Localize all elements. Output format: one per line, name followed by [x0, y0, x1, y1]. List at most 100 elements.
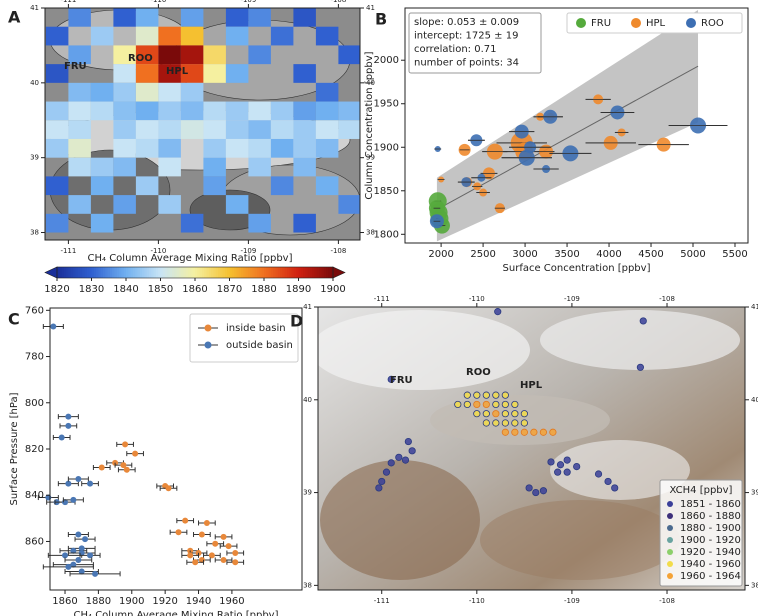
y-tick-label: 41: [30, 4, 39, 12]
colorbar-segment: [305, 267, 309, 278]
x-tick-label: 1940: [186, 596, 211, 607]
site-point: [636, 363, 644, 371]
heatmap-cell: [90, 157, 114, 177]
site-point: [501, 428, 509, 436]
x-tick-label: 5000: [680, 249, 705, 260]
colorbar-segment: [250, 267, 253, 278]
x-tick-label: 4000: [596, 249, 621, 260]
heatmap-cell: [225, 64, 249, 83]
site-point: [482, 410, 490, 418]
point: [198, 531, 205, 538]
point: [65, 422, 72, 429]
points: [375, 308, 647, 497]
colorbar-segment: [63, 267, 67, 278]
site-point: [482, 419, 490, 427]
y-tick-label: 41: [303, 303, 312, 311]
site-point: [511, 410, 519, 418]
heatmap-cell: [45, 26, 69, 46]
colorbar-segment: [162, 267, 166, 278]
heatmap-cell: [135, 64, 159, 83]
heatmap-cell: [45, 101, 69, 121]
heatmap-cell: [113, 195, 136, 214]
y-axis-label: Surface Pressure [hPa]: [9, 392, 20, 505]
heatmap-cell: [113, 82, 136, 102]
colorbar-segment: [261, 267, 265, 278]
point: [75, 476, 82, 483]
y-tick-label: 40: [30, 79, 39, 87]
colorbar-segment: [197, 267, 201, 278]
heatmap-cell: [248, 8, 271, 27]
heatmap-cell: [225, 195, 249, 214]
colorbar-segment: [220, 267, 224, 278]
site-point: [563, 456, 571, 464]
y-tick-label: 39: [30, 154, 39, 162]
point: [123, 466, 130, 473]
colorbar-segment: [84, 267, 88, 278]
colorbar-segment: [259, 267, 263, 278]
heatmap-cell: [293, 138, 316, 158]
x-tick-label: 1860: [52, 596, 77, 607]
colorbar-segment: [188, 267, 191, 278]
colorbar-segment: [300, 267, 304, 278]
colorbar-segment: [75, 267, 79, 278]
colorbar-segment: [151, 267, 155, 278]
site-point: [387, 459, 395, 467]
y-tick-label: 2000: [374, 55, 399, 66]
point: [232, 550, 239, 557]
point: [82, 536, 89, 543]
colorbar-segment: [270, 267, 274, 278]
x-tick-label: -110: [469, 295, 485, 303]
x-tick-label: -110: [469, 597, 485, 605]
legend-marker: [667, 525, 673, 531]
heatmap-cell: [180, 45, 204, 65]
y-tick-label: 40: [303, 396, 312, 404]
heatmap-cell: [113, 64, 136, 83]
point: [192, 559, 199, 566]
heatmap-cell: [158, 26, 181, 46]
colorbar-segment: [158, 267, 161, 278]
heatmap-cell: [315, 101, 339, 121]
point: [212, 540, 219, 547]
heatmap-cell: [90, 82, 114, 102]
heatmap-cell: [68, 82, 91, 102]
plot-frame: [317, 306, 746, 591]
point: [65, 413, 72, 420]
colorbar-segment: [307, 267, 311, 278]
site-point: [382, 468, 391, 476]
site-point: [492, 410, 500, 418]
site-point: [395, 453, 403, 461]
heatmap-cell: [338, 101, 360, 121]
colorbar-segment: [112, 267, 115, 278]
colorbar-segment: [153, 267, 157, 278]
colorbar-segment: [68, 267, 72, 278]
heatmap-cell: [180, 213, 204, 233]
site-point: [611, 484, 619, 492]
heatmap-cell: [338, 120, 360, 139]
heatmap-cell: [203, 157, 226, 177]
site-point: [532, 488, 540, 497]
colorbar-segment: [114, 267, 118, 278]
x-tick-label: -109: [240, 0, 256, 4]
heatmap-cell: [248, 101, 271, 121]
annotation: correlation: 0.71: [414, 44, 496, 55]
y-tick-label: 41: [751, 303, 758, 311]
heatmap-cell: [248, 138, 271, 158]
heatmap-cell: [135, 176, 159, 196]
colorbar-segment: [298, 267, 302, 278]
x-tick-label: 2000: [428, 249, 453, 260]
colorbar-segment: [144, 267, 148, 278]
legend-marker: [576, 18, 586, 28]
heatmap-cell: [68, 138, 91, 158]
y-tick-label: 1850: [374, 186, 399, 197]
colorbar-segment: [289, 267, 293, 278]
annotation: slope: 0.053 ± 0.009: [414, 17, 519, 28]
legend-box: [189, 313, 299, 363]
heatmap-cell: [158, 120, 181, 139]
legend-label: 1960 - 1964: [680, 571, 741, 582]
site-point: [530, 428, 538, 436]
point: [92, 570, 99, 577]
site-label: FRU: [390, 375, 413, 386]
site-label: HPL: [166, 66, 189, 77]
point: [120, 462, 127, 469]
colorbar-segment: [254, 267, 258, 278]
